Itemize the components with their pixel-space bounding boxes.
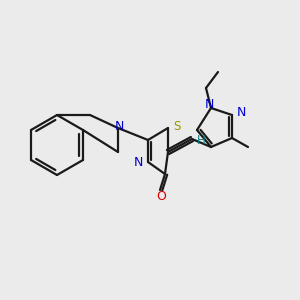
Text: N: N <box>237 106 246 118</box>
Text: H: H <box>196 134 206 148</box>
Text: N: N <box>114 121 124 134</box>
Text: O: O <box>156 190 166 202</box>
Text: S: S <box>173 119 180 133</box>
Text: N: N <box>134 157 143 169</box>
Text: N: N <box>204 98 214 110</box>
